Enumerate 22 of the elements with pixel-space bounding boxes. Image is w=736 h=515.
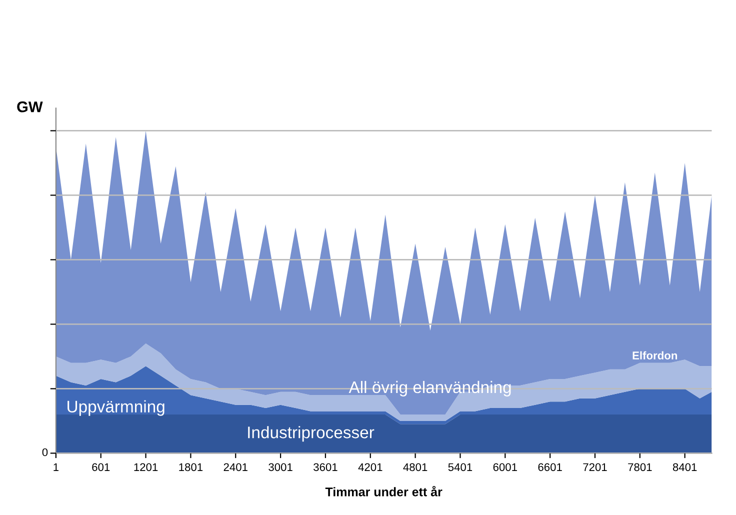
- series-label: Uppvärmning: [68, 400, 164, 416]
- x-tick-label: 6601: [538, 463, 562, 472]
- x-tick-label: 7201: [583, 463, 607, 472]
- x-tick-label: 3601: [314, 463, 338, 472]
- x-tick-label: 4801: [403, 463, 428, 472]
- x-tick-label: 1201: [134, 463, 158, 472]
- x-tick-label: 7801: [628, 463, 652, 472]
- x-tick-label: 1801: [179, 463, 203, 472]
- x-tick-label: 2401: [224, 463, 248, 472]
- x-tick-label: 4201: [358, 463, 382, 472]
- series-label: Elfordon: [632, 351, 678, 360]
- x-tick-label: 8401: [672, 463, 697, 472]
- series-label: Industriprocesser: [248, 426, 374, 442]
- x-tick-label: 601: [92, 463, 110, 472]
- text: 0: [42, 448, 48, 456]
- y-axis-title: GW: [17, 101, 43, 112]
- x-tick-label: 1: [54, 463, 58, 471]
- series-label: All övrig elanvändning: [348, 380, 511, 396]
- x-tick-label: 5401: [448, 463, 472, 472]
- x-tick-label: 6001: [493, 463, 517, 472]
- x-tick-label: 3001: [268, 463, 292, 472]
- x-axis-title: Timmar under ett år: [325, 486, 442, 496]
